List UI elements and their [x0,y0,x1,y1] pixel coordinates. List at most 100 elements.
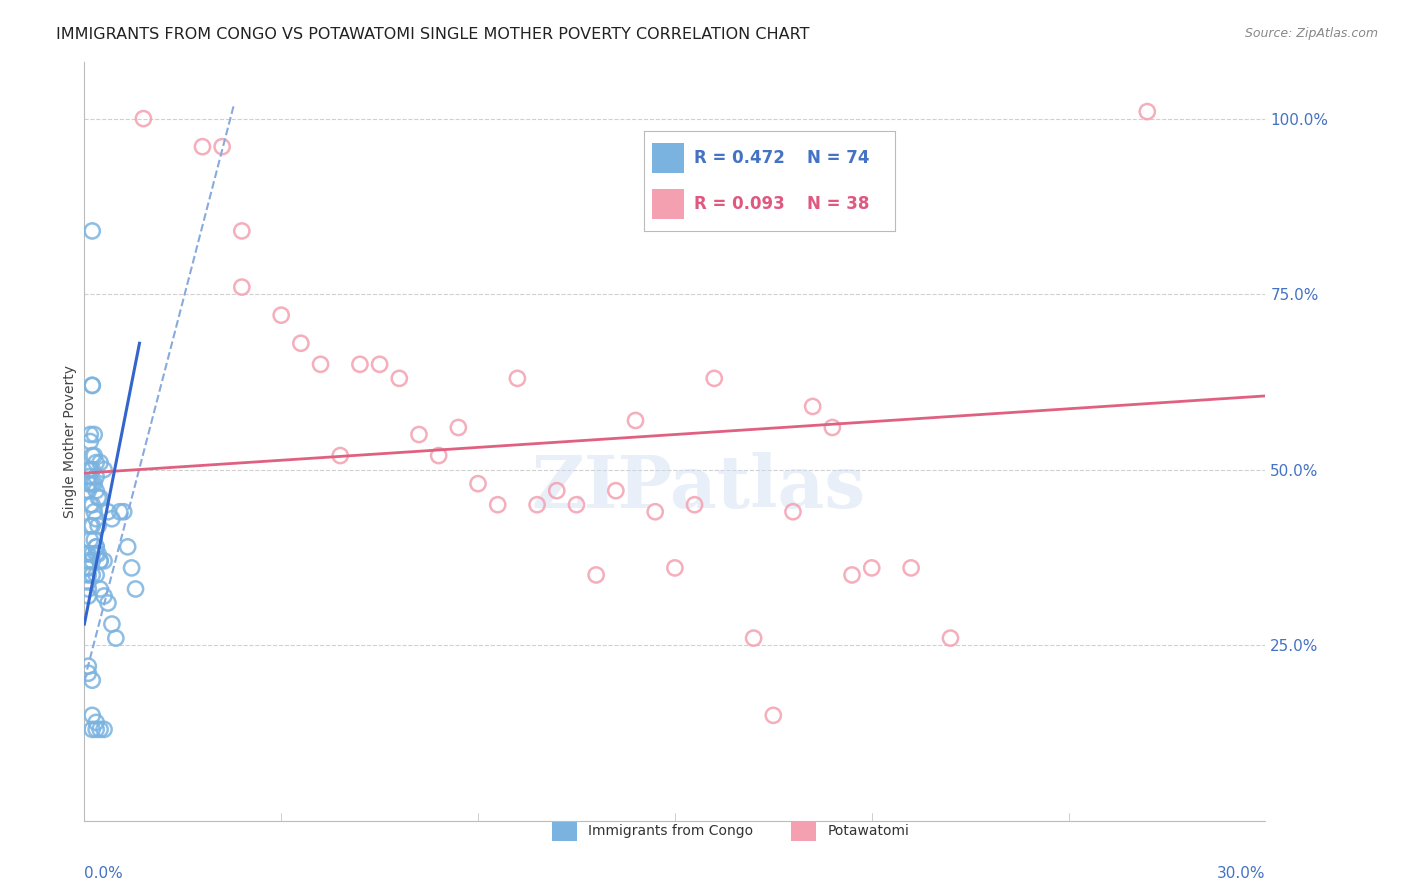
Point [82,723,104,737]
Point [89,582,111,596]
Point [93,723,115,737]
Text: ZIPatlas: ZIPatlas [531,451,866,523]
Point [349,357,371,371]
Text: IMMIGRANTS FROM CONGO VS POTAWATOMI SINGLE MOTHER POVERTY CORRELATION CHART: IMMIGRANTS FROM CONGO VS POTAWATOMI SING… [56,27,810,42]
Point [93,554,115,568]
Point [104,631,127,645]
Point [605,483,627,498]
Point [191,139,214,153]
Point [447,420,470,434]
Point [132,112,155,126]
Point [93,589,115,603]
Point [270,308,292,322]
Point [82,476,104,491]
Point [84,512,107,526]
Y-axis label: Single Mother Poverty: Single Mother Poverty [63,365,77,518]
Point [506,371,529,385]
Point [77,554,100,568]
Point [79,434,101,449]
Text: R = 0.472: R = 0.472 [695,149,786,167]
Point [486,498,509,512]
Point [77,483,100,498]
Point [762,708,785,723]
Point [290,336,312,351]
Bar [652,189,685,219]
Text: R = 0.093: R = 0.093 [695,194,785,213]
Point [841,568,863,582]
Point [77,462,100,476]
Point [77,561,100,575]
Text: 0.0%: 0.0% [84,866,124,881]
Point [782,505,804,519]
Point [75,561,97,575]
Point [84,456,107,470]
Point [77,582,100,596]
Point [664,561,686,575]
Point [82,708,104,723]
Text: 30.0%: 30.0% [1218,866,1265,881]
Point [84,715,107,730]
Point [89,554,111,568]
Text: N = 38: N = 38 [807,194,869,213]
Point [77,476,100,491]
Point [112,505,135,519]
Point [77,469,100,483]
Point [101,512,124,526]
Point [82,673,104,688]
Point [82,547,104,561]
Point [231,280,253,294]
Point [82,498,104,512]
Point [79,462,101,476]
Point [97,596,120,610]
Point [84,723,107,737]
Point [77,547,100,561]
Point [83,427,105,442]
Point [93,462,115,476]
Point [82,449,104,463]
Point [82,378,104,392]
Point [124,582,146,596]
Point [84,568,107,582]
Point [860,561,883,575]
Point [644,505,666,519]
Point [82,568,104,582]
Point [79,476,101,491]
Point [526,498,548,512]
Point [79,533,101,547]
Text: N = 74: N = 74 [807,149,870,167]
Point [77,666,100,681]
Point [83,476,105,491]
Point [82,224,104,238]
Point [83,533,105,547]
Point [89,723,111,737]
Point [821,420,844,434]
Point [117,540,139,554]
Point [467,476,489,491]
Point [82,378,104,392]
Point [87,491,110,505]
Text: Source: ZipAtlas.com: Source: ZipAtlas.com [1244,27,1378,40]
Point [101,617,124,632]
Text: Immigrants from Congo: Immigrants from Congo [588,824,754,838]
Point [87,518,110,533]
Point [1136,104,1159,119]
Point [108,505,131,519]
Point [309,357,332,371]
Point [703,371,725,385]
Point [388,371,411,385]
Point [82,462,104,476]
Point [742,631,765,645]
Point [585,568,607,582]
Point [683,498,706,512]
Point [329,449,352,463]
Point [97,505,120,519]
Point [83,449,105,463]
Point [565,498,588,512]
Point [211,139,233,153]
Point [84,540,107,554]
Point [84,469,107,483]
Point [89,456,111,470]
Point [546,483,568,498]
Point [624,413,647,427]
Point [939,631,962,645]
